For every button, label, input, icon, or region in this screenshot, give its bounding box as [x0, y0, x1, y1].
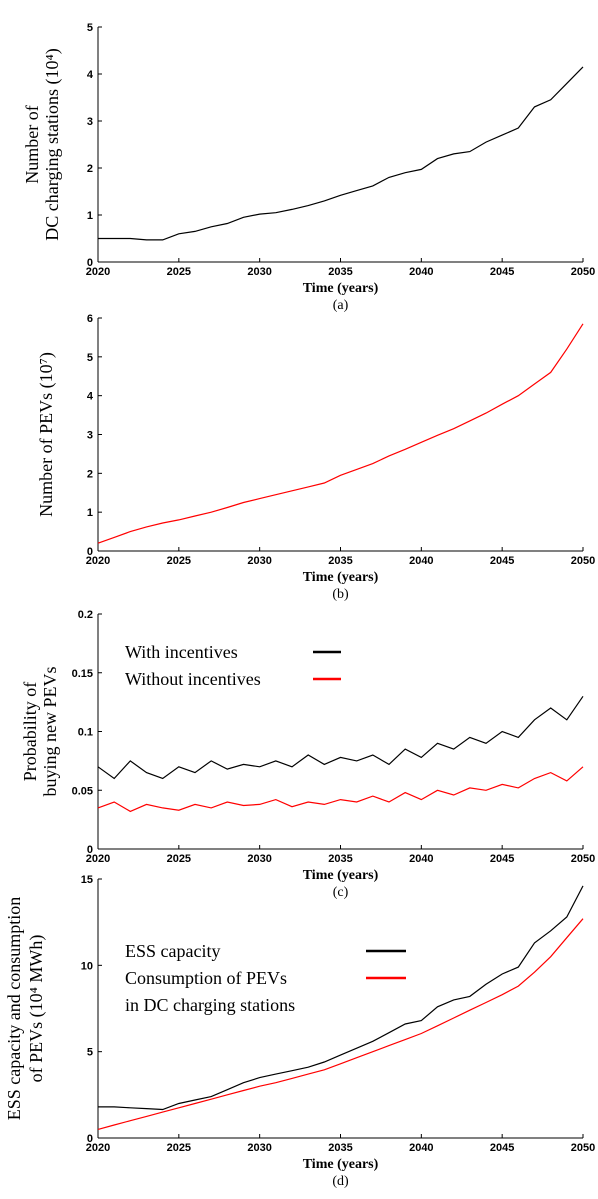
- x-tick-label: 2050: [571, 266, 595, 278]
- x-axis-label: Time (years): [303, 868, 379, 883]
- y-axis-label: of PEVs (10⁴ MWh): [26, 935, 47, 1083]
- x-tick-label: 2040: [409, 555, 433, 567]
- x-tick-label: 2045: [490, 555, 514, 567]
- x-tick-label: 2030: [247, 555, 271, 567]
- x-tick-label: 2020: [86, 266, 110, 278]
- legend-label: With incentives: [125, 642, 238, 662]
- x-tick-label: 2030: [247, 266, 271, 278]
- y-tick-label: 6: [87, 313, 93, 325]
- y-tick-label: 0: [87, 546, 93, 558]
- x-tick-label: 2020: [86, 1142, 110, 1154]
- x-tick-label: 2030: [247, 1142, 271, 1154]
- y-tick-label: 4: [87, 69, 94, 81]
- x-tick-label: 2035: [328, 853, 352, 865]
- y-axis-label: ESS capacity and consumption: [4, 897, 24, 1120]
- y-axis-label: DC charging stations (10⁴): [42, 48, 63, 240]
- x-tick-label: 2045: [490, 853, 514, 865]
- y-tick-label: 4: [87, 391, 94, 403]
- y-tick-label: 3: [87, 430, 93, 442]
- x-axis-label: Time (years): [303, 281, 379, 296]
- x-tick-label: 2050: [571, 555, 595, 567]
- y-tick-label: 0: [87, 257, 93, 269]
- y-tick-label: 15: [81, 874, 93, 886]
- x-tick-label: 2025: [167, 1142, 191, 1154]
- y-axis-label: Number of: [22, 105, 42, 183]
- y-tick-label: 1: [87, 210, 93, 222]
- x-tick-label: 2050: [571, 1142, 595, 1154]
- x-tick-label: 2040: [409, 266, 433, 278]
- y-tick-label: 0.05: [72, 785, 93, 797]
- x-tick-label: 2035: [328, 1142, 352, 1154]
- x-tick-label: 2045: [490, 1142, 514, 1154]
- data-line: [98, 66, 584, 241]
- y-tick-label: 1: [87, 507, 93, 519]
- x-tick-label: 2050: [571, 853, 595, 865]
- data-line: [97, 695, 584, 780]
- x-tick-label: 2025: [167, 555, 191, 567]
- x-tick-label: 2030: [247, 853, 271, 865]
- x-tick-label: 2045: [490, 266, 514, 278]
- y-tick-label: 5: [87, 22, 93, 34]
- y-tick-label: 0: [87, 1133, 93, 1145]
- y-axis-label: buying new PEVs: [40, 667, 60, 797]
- data-line: [97, 323, 584, 544]
- x-tick-label: 2035: [328, 266, 352, 278]
- y-tick-label: 0.15: [72, 668, 93, 680]
- y-tick-label: 2: [87, 163, 93, 175]
- x-tick-label: 2020: [86, 853, 110, 865]
- data-line: [98, 885, 584, 1111]
- caption: (c): [333, 885, 349, 900]
- y-tick-label: 3: [87, 116, 93, 128]
- y-tick-label: 5: [87, 352, 93, 364]
- x-tick-label: 2025: [167, 853, 191, 865]
- y-tick-label: 10: [81, 960, 93, 972]
- x-axis-label: Time (years): [303, 1157, 379, 1172]
- x-tick-label: 2040: [409, 1142, 433, 1154]
- x-tick-label: 2020: [86, 555, 110, 567]
- y-axis-label: Probability of: [20, 682, 40, 782]
- y-axis-label: Number of PEVs (10⁷): [36, 352, 57, 517]
- data-line: [97, 918, 584, 1130]
- caption: (d): [332, 1174, 349, 1189]
- y-tick-label: 0: [87, 844, 93, 856]
- data-line: [97, 766, 584, 813]
- y-tick-label: 5: [87, 1047, 93, 1059]
- x-tick-label: 2035: [328, 555, 352, 567]
- y-tick-label: 2: [87, 468, 93, 480]
- y-tick-label: 0.2: [78, 609, 93, 621]
- x-tick-label: 2025: [167, 266, 191, 278]
- legend-label: Consumption of PEVs: [125, 968, 287, 988]
- y-tick-label: 0.1: [78, 727, 93, 739]
- x-axis-label: Time (years): [303, 570, 379, 585]
- caption: (a): [333, 298, 349, 313]
- legend-label: ESS capacity: [125, 941, 220, 961]
- legend-label: Without incentives: [125, 669, 261, 689]
- caption: (b): [332, 587, 349, 602]
- x-tick-label: 2040: [409, 853, 433, 865]
- legend-label: in DC charging stations: [125, 995, 295, 1015]
